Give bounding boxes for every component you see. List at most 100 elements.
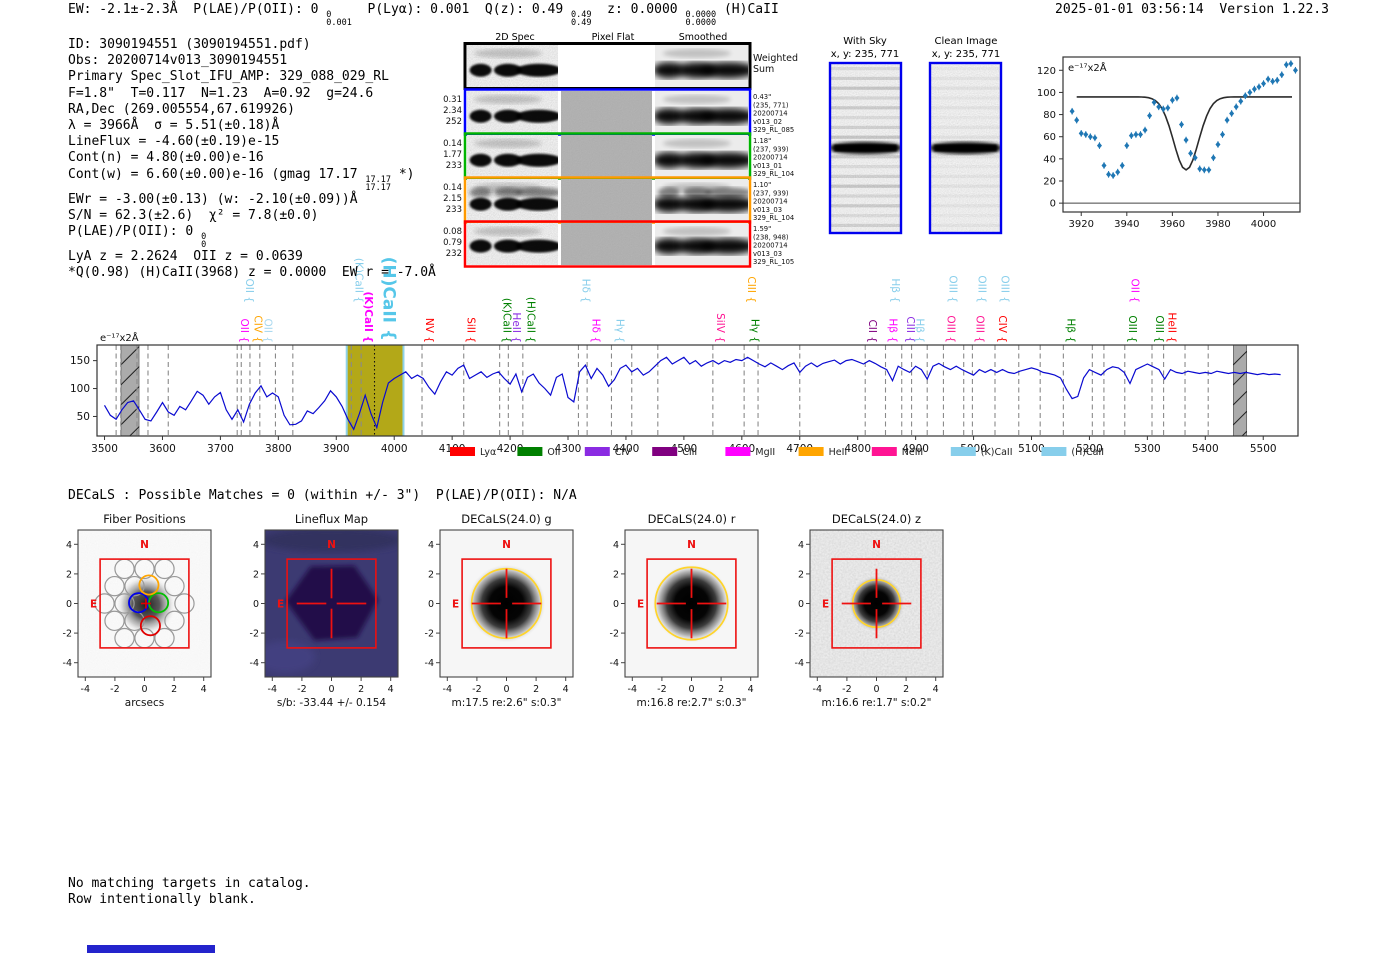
cutout-title: DECaLS(24.0) z — [832, 512, 921, 526]
xaxis-tick-label: 4200 — [497, 443, 524, 455]
spec2d-right-label: v013_03 — [753, 206, 782, 214]
xaxis-tick-label: 0 — [688, 684, 694, 695]
yaxis-tick-label: 2 — [253, 569, 259, 580]
spec2d-right-label: 20200714 — [753, 242, 788, 250]
east-label: E — [637, 599, 644, 611]
xaxis-tick-label: 2 — [171, 684, 177, 695]
yaxis-tick-label: 100 — [1037, 88, 1056, 99]
source-blob — [847, 574, 906, 633]
spec2d-image — [467, 135, 558, 177]
xaxis-tick-label: -2 — [297, 684, 306, 695]
summary-stats-line: EW: -2.1±-2.3Å P(LAE)/P(OII): 0 0 0.001 P… — [68, 2, 779, 28]
emission-line-labels: OII {OII {CIV {OII {(K)CaII {(K)CaII {(H… — [238, 257, 1178, 343]
xaxis-tick-label: 2 — [903, 684, 909, 695]
xaxis-tick-label: 0 — [141, 684, 147, 695]
xaxis-tick-label: 3600 — [149, 443, 176, 455]
xaxis-tick-label: 3920 — [1069, 219, 1094, 230]
info-line: ID: 3090194551 (3090194551.pdf) — [68, 37, 311, 52]
legend-swatch — [1041, 447, 1067, 456]
xaxis-tick-label: 5300 — [1134, 443, 1161, 455]
extraction-box — [831, 558, 922, 649]
clipped-bottom-bar — [87, 945, 215, 953]
yaxis-tick-label: 0 — [1050, 199, 1056, 210]
pixel-flat-image — [561, 135, 652, 177]
extraction-box — [286, 558, 377, 649]
yaxis-tick-label: -2 — [63, 629, 72, 640]
yaxis-tick-label: 2 — [798, 569, 804, 580]
spec2d-right-label: v013_01 — [753, 162, 782, 170]
source-blob — [651, 563, 732, 644]
xaxis-tick-label: 4400 — [613, 443, 640, 455]
line-label-OIII: OIII { — [973, 315, 985, 343]
xaxis-tick-label: 3500 — [91, 443, 118, 455]
timestamp-version: 2025-01-01 03:56:14 Version 1.22.3 — [1055, 2, 1329, 18]
yaxis-tick-label: -2 — [610, 629, 619, 640]
xaxis-tick-label: 4000 — [381, 443, 408, 455]
yaxis-tick-label: 150 — [70, 355, 90, 367]
clean-image-cutout — [930, 63, 1001, 233]
xaxis-tick-label: 4 — [201, 684, 207, 695]
cutout-xlabel: arcsecs — [125, 697, 164, 709]
yaxis-tick-label: 100 — [70, 383, 90, 395]
spec2d-right-label: (238, 948) — [753, 233, 789, 241]
xaxis-tick-label: 2 — [358, 684, 364, 695]
info-line: LyA z = 2.2624 OII z = 0.0639 — [68, 249, 303, 265]
east-label: E — [452, 599, 459, 611]
xaxis-tick-label: 3900 — [323, 443, 350, 455]
masked-region-hatch — [1233, 345, 1248, 436]
xaxis-tick-label: 3800 — [265, 443, 292, 455]
line-label-OII: OII { — [238, 319, 250, 343]
info-line: λ = 3966Å σ = 5.51(±0.18)Å — [68, 118, 280, 134]
info-line: RA,Dec (269.005554,67.619926) — [68, 101, 295, 117]
legend-label: NeIII — [902, 447, 923, 458]
xaxis-tick-label: -2 — [657, 684, 666, 695]
east-label: E — [90, 599, 97, 611]
with-sky-cutout — [830, 63, 901, 233]
spec2d-right-label: (235, 771) — [753, 101, 789, 109]
spec2d-left-label: 252 — [446, 117, 462, 127]
line-label-OIII: OIII { — [1126, 315, 1138, 343]
north-label: N — [502, 539, 511, 551]
spec2d-right-label: 20200714 — [753, 198, 788, 206]
smoothed-image — [655, 135, 748, 177]
info-line: Obs: 20200714v013_3090194551 — [68, 53, 288, 69]
cutout-image — [625, 530, 758, 677]
spec2d-left-label: 233 — [446, 205, 462, 215]
line-label-KCaII: (K)CaII { — [362, 292, 374, 343]
yaxis-tick-label: 4 — [66, 540, 72, 551]
line-label-Hγ: Hγ { — [614, 319, 626, 343]
cutout-xlabel: s/b: -33.44 +/- 0.154 — [277, 697, 387, 709]
xaxis-tick-label: 4 — [933, 684, 939, 695]
info-line: Cont(w) = 6.60(±0.00)e-16 (gmag 17.17 17… — [68, 166, 415, 193]
xaxis-tick-label: 4500 — [671, 443, 698, 455]
xaxis-tick-label: -4 — [443, 684, 452, 695]
clean-image-coords: x, y: 235, 771 — [931, 49, 1001, 60]
line-marker-gridlines — [115, 345, 1209, 436]
line-label-Hβ: Hβ { — [1064, 318, 1076, 343]
yaxis-tick-label: 80 — [1043, 110, 1056, 121]
main-spectrum-plot: 3500360037003800390040004100420043004400… — [70, 257, 1299, 458]
yaxis-tick-label: 4 — [613, 540, 619, 551]
xaxis-tick-label: -2 — [842, 684, 851, 695]
with-sky-title: With Sky — [843, 36, 887, 47]
legend-label: (K)CaII — [981, 447, 1013, 458]
yaxis-tick-label: 4 — [798, 540, 804, 551]
cutout-panel-fiber-positions: Fiber Positions N E -4 -4 -2 -2 0 0 2 2 4 4 arcsecs — [63, 512, 212, 709]
xaxis-tick-label: -4 — [813, 684, 822, 695]
info-line: Primary Spec_Slot_IFU_AMP: 329_088_029_R… — [68, 69, 389, 85]
footer-line: No matching targets in catalog. — [68, 876, 311, 891]
spec2d-right-label: 329_RL_104 — [753, 170, 794, 178]
line-label-CIII: CIII { — [745, 276, 757, 303]
spec2d-right-label: 1.10" — [753, 181, 771, 189]
xaxis-tick-label: 4900 — [902, 443, 929, 455]
masked-region-hatch — [120, 345, 140, 436]
smoothed-image — [655, 179, 748, 221]
spec2d-image — [467, 91, 558, 133]
line-label-Hδ: Hδ { — [589, 319, 601, 343]
selected-fiber-circle — [139, 615, 161, 637]
yaxis-tick-label: 0 — [428, 599, 434, 610]
decals-match-header: DECaLS : Possible Matches = 0 (within +/… — [68, 488, 577, 503]
